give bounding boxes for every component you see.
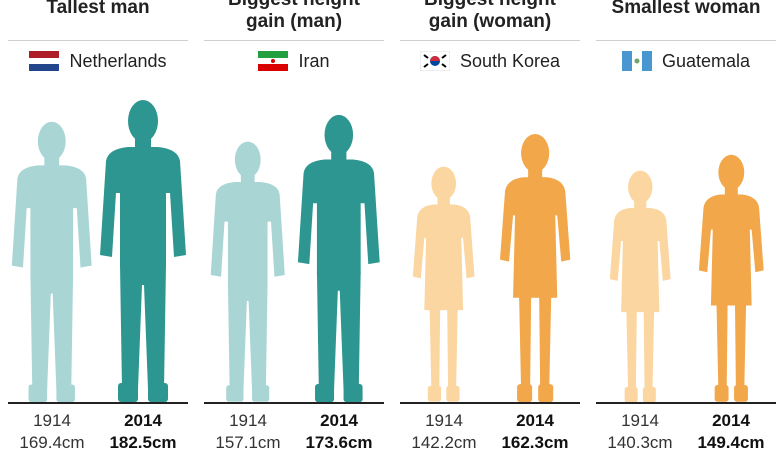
height-value-label: 149.4cm [697, 433, 765, 452]
height-value-label: 142.2cm [411, 433, 477, 452]
divider [8, 40, 188, 41]
height-value-label: 169.4cm [19, 433, 85, 452]
height-value-label: 182.5cm [109, 433, 177, 452]
woman-figure-1914 [609, 170, 671, 402]
south-korea-flag-icon [419, 50, 451, 72]
year-label: 2014 [124, 411, 162, 430]
panel-title-line: Smallest woman [611, 0, 761, 18]
panel-title-line: gain (woman) [428, 11, 552, 32]
data-label-2014: 2014 182.5cm [97, 410, 189, 454]
panel-2: Biggest heightgain (man) Iran [196, 0, 392, 456]
man-figure-1914 [12, 121, 92, 402]
baseline [204, 402, 384, 404]
divider [400, 40, 580, 41]
data-label-1914: 1914 157.1cm [202, 410, 294, 454]
country-label: South Korea [392, 48, 588, 74]
man-figure-2014 [100, 100, 186, 402]
height-value-label: 162.3cm [501, 433, 569, 452]
panel-title-line: gain (man) [245, 11, 343, 32]
height-value-label: 140.3cm [607, 433, 673, 452]
data-label-2014: 2014 162.3cm [489, 410, 581, 454]
panel-3: Biggest heightgain (woman) South Korea [392, 0, 588, 456]
country-label: Iran [196, 48, 392, 74]
baseline [596, 402, 776, 404]
guatemala-flag-icon [621, 51, 652, 71]
country-name: Guatemala [661, 50, 751, 71]
year-label: 2014 [712, 411, 750, 430]
netherlands-flag-icon [29, 51, 60, 71]
panel-title: Biggest heightgain (man) [196, 0, 392, 33]
panel-1: Tallest man Netherlands [0, 0, 196, 456]
man-figure-2014 [298, 114, 380, 402]
year-label: 1914 [33, 411, 71, 430]
panel-title-line: Biggest height [196, 0, 392, 11]
divider [596, 40, 776, 41]
height-value-label: 157.1cm [215, 433, 281, 452]
woman-figure-1914 [413, 167, 475, 402]
country-label: Guatemala [588, 48, 780, 74]
data-label-2014: 2014 173.6cm [293, 410, 385, 454]
year-label: 1914 [425, 411, 463, 430]
woman-figure-2014 [499, 133, 571, 402]
panel-title: Tallest man [0, 0, 196, 19]
year-label: 1914 [621, 411, 659, 430]
panel-title-line: Tallest man [46, 0, 150, 18]
country-name: Netherlands [69, 50, 167, 71]
panel-title: Biggest heightgain (woman) [392, 0, 588, 33]
divider [204, 40, 384, 41]
year-label: 1914 [229, 411, 267, 430]
country-name: South Korea [459, 50, 561, 71]
baseline [400, 402, 580, 404]
data-label-2014: 2014 149.4cm [685, 410, 777, 454]
woman-figure-2014 [698, 155, 764, 402]
data-label-1914: 1914 142.2cm [398, 410, 490, 454]
panel-4: Smallest woman Guatemala [588, 0, 780, 456]
year-label: 2014 [320, 411, 358, 430]
data-label-1914: 1914 169.4cm [6, 410, 98, 454]
panel-title: Smallest woman [588, 0, 780, 19]
panel-title-line: Biggest height [392, 0, 588, 11]
year-label: 2014 [516, 411, 554, 430]
country-name: Iran [298, 50, 330, 71]
height-value-label: 173.6cm [305, 433, 373, 452]
baseline [8, 402, 188, 404]
man-figure-1914 [211, 141, 286, 402]
data-label-1914: 1914 140.3cm [594, 410, 686, 454]
iran-flag-icon [258, 51, 289, 71]
country-label: Netherlands [0, 48, 196, 74]
